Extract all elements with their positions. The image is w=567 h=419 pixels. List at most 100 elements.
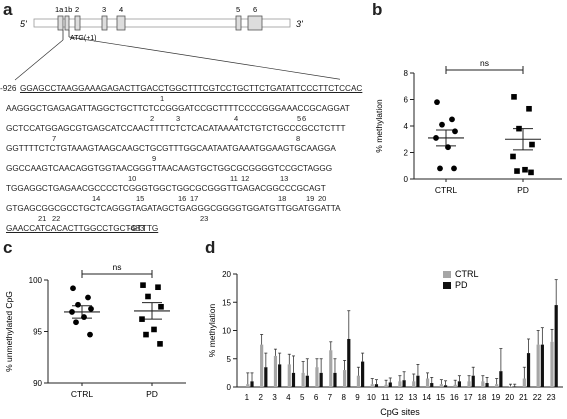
chart-c-ytick-label: 100 [29,276,43,285]
chart-b-ylabel: % methylation [374,99,384,153]
chart-d-bar-pd [264,367,268,387]
cpg-number-15: 15 [136,194,145,203]
exon-label-6: 6 [253,5,257,14]
chart-d-ytick-label: 20 [222,270,231,279]
chart-d-bar-pd [402,380,406,387]
chart-b-category-label: PD [517,185,529,195]
cpg-number-19: 19 [306,194,315,203]
chart-d-category-label: 16 [450,393,459,402]
chart-d-ytick-label: 10 [222,327,231,336]
chart-d-bar-ctrl [273,355,278,387]
chart-c-point-pd [143,331,149,338]
sequence-line-8: GAACCATCACACTTGGCCTGCTGTTTG [6,224,159,233]
chart-d-bar-ctrl [356,375,361,387]
chart-c-point-ctrl [81,314,87,320]
chart-d-bar-ctrl [508,386,513,387]
chart-d-category-label: 9 [355,393,360,402]
atg-label: ATG(+1) [70,35,97,42]
sequence-line-4: GGTTTTCTCTGTAAAGTAAGCAAGCTGCGTTTGGCAATAA… [6,144,336,153]
chart-b-point-pd [511,94,517,100]
exon-1b [64,15,70,31]
chart-b-point-ctrl [439,121,445,128]
sequence-line-3: GCTCCATGGAGCGTGAGCATCCAACTTTTCTCTCACATAA… [6,124,346,133]
chart-d-category-label: 4 [286,393,291,402]
chart-c-point-ctrl [75,301,81,308]
cpg-number-18: 18 [278,194,287,203]
chart-d-legend-swatch-ctrl [443,271,451,278]
panel-c-label: c [3,238,13,257]
exon-label-2: 2 [75,5,79,14]
chart-d-bar-pd [457,381,462,387]
exon-label-4: 4 [119,5,123,14]
chart-c-point-pd [140,282,146,288]
chart-d-category-label: 14 [422,393,431,402]
chart-b-point-pd [526,105,532,112]
chart-d-bar-pd [485,383,489,387]
sequence-line-1: GGAGCCTAAGGAAAGAGACTTGACCTGGCTTTCGTCCTGC… [20,84,363,93]
chart-d-bar-ctrl [522,378,526,387]
chart-d-bar-pd [291,372,296,387]
chart-d-category-label: 13 [408,393,417,402]
chart-d-bar-ctrl [536,344,540,387]
five-prime-label: 5' [20,19,27,29]
panel-b-label: b [372,0,383,19]
chart-b-point-ctrl [449,116,455,123]
chart-d-category-label: 3 [272,393,277,402]
exon-6 [247,15,263,31]
chart-d-bar-pd [347,338,351,387]
chart-d-bar-ctrl [287,364,291,387]
chart-b-point-pd [514,168,520,174]
chart-b-ytick-label: 2 [404,149,409,158]
chart-d-category-label: 1 [245,393,250,402]
cpg-number-21: 21 [38,214,47,223]
chart-c-point-ctrl [70,285,76,292]
chart-b: 0 2 4 6 8 % methylation CTRL PD ns [374,58,562,195]
chart-d-legend-swatch-pd [443,282,451,289]
chart-d-category-label: 10 [367,393,376,402]
exon-3 [101,15,108,31]
chart-c-point-pd [151,326,157,333]
chart-c-sig-label: ns [113,262,122,272]
chart-d-bar-pd [416,375,420,387]
chart-b-point-ctrl [451,165,457,172]
cpg-number-8: 8 [296,134,301,143]
chart-d-ytick-label: 15 [222,298,231,307]
chart-b-point-pd [528,169,534,176]
chart-d-ytick-label: 5 [227,355,232,364]
chart-d-bar-pd [443,385,448,387]
cpg-number-5: 5 [297,114,302,123]
chart-d-bar-pd [554,305,558,387]
exon-5 [235,15,242,31]
chart-c-point-ctrl [88,305,94,312]
seq-start-pos: -926 [0,84,17,93]
chart-d-ylabel: % methylation [207,304,217,358]
sequence-line-6: TGGAGGCTGAGAACGCCCCTCGGGTGGCTGGCGCGGGTTG… [6,184,326,193]
chart-d-bar-ctrl [481,381,485,387]
chart-d-category-label: 6 [314,393,319,402]
chart-d-bar-ctrl [260,344,264,387]
chart-d-category-label: 20 [505,393,514,402]
cpg-number-16: 16 [178,194,187,203]
chart-d-category-label: 17 [464,393,473,402]
seq-end-pos: -483 [128,224,145,233]
chart-b-sig-label: ns [480,58,489,68]
chart-d-category-label: 8 [341,393,346,402]
cpg-number-22: 22 [52,214,61,223]
cpg-number-12: 12 [241,174,250,183]
chart-b-ytick-label: 0 [404,175,409,184]
chart-d-bar-pd [374,384,379,387]
chart-d-bar-ctrl [329,350,333,387]
chart-d-category-label: 15 [436,393,445,402]
chart-d-bar-pd [499,371,503,387]
sequence-line-7: GTGAGCGGCGCCTGCTCAGGGTAGATAGCTGAGGGCGGGG… [6,204,341,213]
chart-d-bar-pd [305,375,309,387]
cpg-number-7: 7 [52,134,57,143]
chart-c-point-pd [157,341,163,347]
cpg-number-9: 9 [152,154,157,163]
chart-d-bar-pd [250,381,254,387]
chart-b-point-ctrl [433,135,439,141]
chart-d-bar-pd [471,375,475,387]
chart-b-category-label: CTRL [435,185,457,195]
cpg-number-4: 4 [234,114,239,123]
chart-c-point-ctrl [87,331,93,338]
